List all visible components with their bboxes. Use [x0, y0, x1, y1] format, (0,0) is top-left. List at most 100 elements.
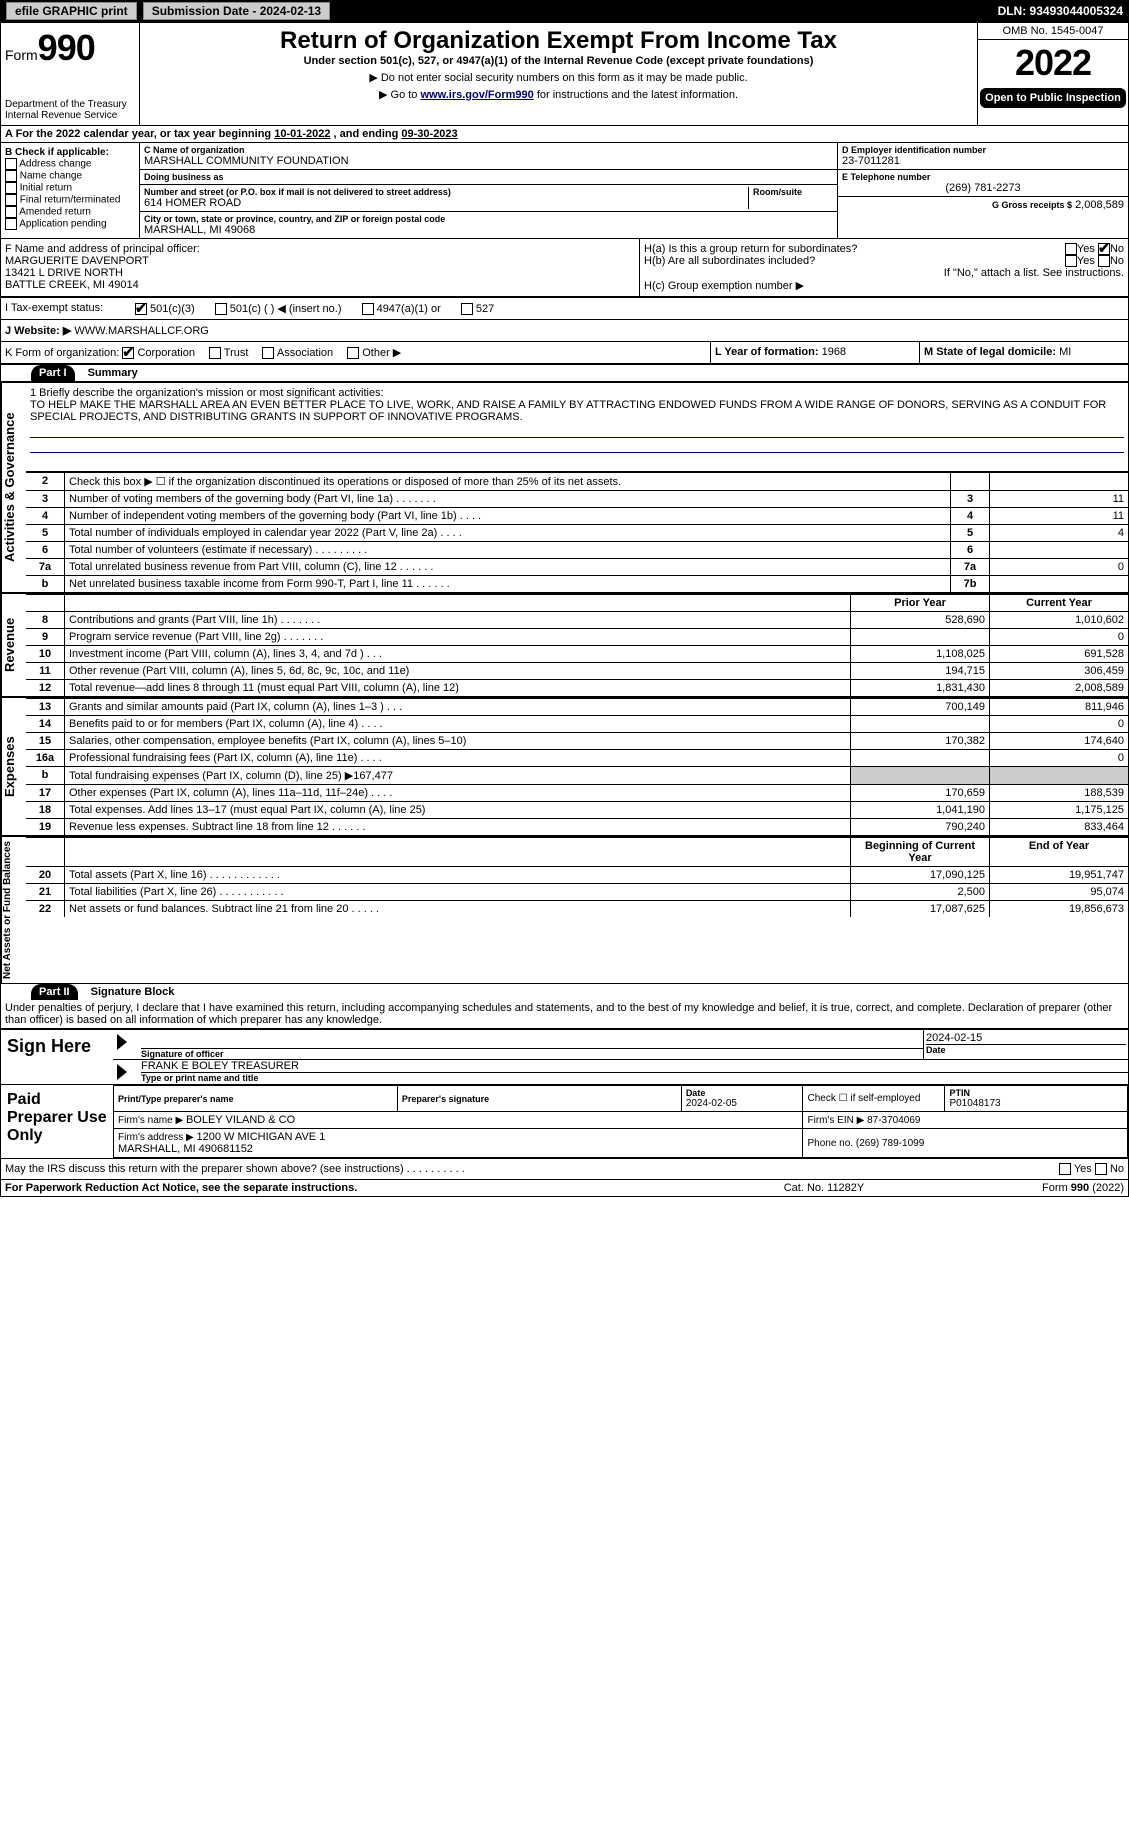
box-b-checkbox[interactable] — [5, 170, 17, 182]
dept-treasury: Department of the Treasury — [5, 99, 135, 110]
hb-yes-checkbox[interactable] — [1065, 255, 1077, 267]
hb-no-checkbox[interactable] — [1098, 255, 1110, 267]
box-b-option: Amended return — [5, 206, 135, 218]
box-l: L Year of formation: 1968 — [710, 342, 919, 363]
irs-link[interactable]: www.irs.gov/Form990 — [420, 89, 533, 101]
box-j: J Website: ▶ WWW.MARSHALLCF.ORG — [1, 320, 1128, 341]
form-org-checkbox[interactable] — [262, 347, 274, 359]
submission-date-button[interactable]: Submission Date - 2024-02-13 — [143, 2, 330, 20]
goto-line: ▶ Go to www.irs.gov/Form990 for instruct… — [144, 88, 973, 101]
form-990: Form990 Department of the Treasury Inter… — [0, 22, 1129, 1197]
form-org-checkbox[interactable] — [347, 347, 359, 359]
discuss-question: May the IRS discuss this return with the… — [5, 1163, 1059, 1175]
table-row: 2Check this box ▶ ☐ if the organization … — [26, 473, 1128, 491]
firm-name: BOLEY VILAND & CO — [186, 1114, 295, 1126]
firm-phone: (269) 789-1099 — [856, 1138, 924, 1149]
revenue-table: Prior YearCurrent Year8Contributions and… — [26, 594, 1128, 696]
form-label: Form — [5, 47, 38, 63]
table-row: 16aProfessional fundraising fees (Part I… — [26, 750, 1128, 767]
form-org-checkbox[interactable] — [209, 347, 221, 359]
printed-name-label: Type or print name and title — [141, 1073, 1128, 1083]
sign-here-block: Sign Here Signature of officer 2024-02-1… — [1, 1029, 1128, 1084]
box-m: M State of legal domicile: MI — [919, 342, 1128, 363]
box-b-checkbox[interactable] — [5, 194, 17, 206]
tax-status-option: 501(c)(3) — [135, 303, 195, 315]
dln-label: DLN: 93493044005324 — [998, 4, 1123, 18]
box-b-option: Address change — [5, 158, 135, 170]
form-org-checkbox[interactable] — [122, 347, 134, 359]
box-c: C Name of organization MARSHALL COMMUNIT… — [140, 143, 837, 238]
dba-label: Doing business as — [144, 172, 833, 182]
street-value: 614 HOMER ROAD — [144, 197, 748, 209]
efile-print-button[interactable]: efile GRAPHIC print — [6, 2, 137, 20]
box-b-checkbox[interactable] — [5, 182, 17, 194]
ha-yes-checkbox[interactable] — [1065, 243, 1077, 255]
city-value: MARSHALL, MI 49068 — [144, 224, 833, 236]
officer-addr1: 13421 L DRIVE NORTH — [5, 267, 635, 279]
expenses-table: 13Grants and similar amounts paid (Part … — [26, 698, 1128, 835]
form-org-option: Trust — [209, 347, 249, 359]
paperwork-notice: For Paperwork Reduction Act Notice, see … — [5, 1182, 724, 1194]
officer-addr2: BATTLE CREEK, MI 49014 — [5, 279, 635, 291]
box-b-option: Final return/terminated — [5, 194, 135, 206]
right-info-col: D Employer identification number 23-7011… — [837, 143, 1128, 238]
footer: For Paperwork Reduction Act Notice, see … — [1, 1179, 1128, 1196]
tax-status-option: 4947(a)(1) or — [362, 303, 441, 315]
table-header-row: Beginning of Current YearEnd of Year — [26, 838, 1128, 867]
sig-officer-label: Signature of officer — [141, 1049, 923, 1059]
table-row: 19Revenue less expenses. Subtract line 1… — [26, 819, 1128, 836]
form-org-option: Other ▶ — [347, 347, 401, 359]
self-employed-check[interactable]: Check ☐ if self-employed — [807, 1093, 920, 1104]
box-k: K Form of organization: Corporation Trus… — [1, 342, 710, 363]
form-subtitle: Under section 501(c), 527, or 4947(a)(1)… — [144, 55, 973, 67]
table-row: 6Total number of volunteers (estimate if… — [26, 542, 1128, 559]
table-row: bNet unrelated business taxable income f… — [26, 576, 1128, 593]
mission-block: 1 Briefly describe the organization's mi… — [26, 383, 1128, 472]
box-h: H(a) Is this a group return for subordin… — [639, 239, 1128, 296]
box-b-checkbox[interactable] — [5, 158, 17, 170]
table-row: 4Number of independent voting members of… — [26, 508, 1128, 525]
ha-no-checkbox[interactable] — [1098, 243, 1110, 255]
mission-prompt: 1 Briefly describe the organization's mi… — [30, 387, 1124, 399]
phone-label: E Telephone number — [842, 172, 1124, 182]
tax-status-checkbox[interactable] — [362, 303, 374, 315]
box-b-checkbox[interactable] — [5, 206, 17, 218]
part-1-header: Part I Summary — [1, 365, 1128, 381]
tax-status-checkbox[interactable] — [215, 303, 227, 315]
tax-status-row: I Tax-exempt status: 501(c)(3) 501(c) ( … — [1, 297, 1128, 320]
tax-status-checkbox[interactable] — [461, 303, 473, 315]
box-b-option: Initial return — [5, 182, 135, 194]
box-b: B Check if applicable: Address change Na… — [1, 143, 140, 238]
tax-status-checkbox[interactable] — [135, 303, 147, 315]
tax-status-option: 527 — [461, 303, 494, 315]
expenses-side-label: Expenses — [1, 698, 26, 835]
form-title: Return of Organization Exempt From Incom… — [144, 27, 973, 55]
penalty-statement: Under penalties of perjury, I declare th… — [1, 1000, 1128, 1029]
table-row: 21Total liabilities (Part X, line 26) . … — [26, 884, 1128, 901]
table-row: 11Other revenue (Part VIII, column (A), … — [26, 663, 1128, 680]
sign-date: 2024-02-15 — [926, 1032, 1126, 1044]
expenses-section: Expenses 13Grants and similar amounts pa… — [1, 696, 1128, 835]
box-b-option: Name change — [5, 170, 135, 182]
box-b-checkbox[interactable] — [5, 218, 17, 230]
hc-label: H(c) Group exemption number ▶ — [644, 279, 1124, 292]
form-number: 990 — [38, 27, 95, 68]
omb-number: OMB No. 1545-0047 — [978, 23, 1128, 40]
year-formation: 1968 — [822, 346, 846, 358]
table-header-row: Prior YearCurrent Year — [26, 595, 1128, 612]
tax-year-end: 09-30-2023 — [401, 128, 457, 140]
mission-text: TO HELP MAKE THE MARSHALL AREA AN EVEN B… — [30, 399, 1124, 423]
sign-date-label: Date — [926, 1045, 1126, 1055]
officer-printed-name: FRANK E BOLEY TREASURER — [141, 1060, 1128, 1072]
arrow-icon — [117, 1064, 127, 1080]
table-row: 5Total number of individuals employed in… — [26, 525, 1128, 542]
box-b-header: B Check if applicable: — [5, 147, 135, 158]
street-label: Number and street (or P.O. box if mail i… — [144, 187, 748, 197]
revenue-side-label: Revenue — [1, 594, 26, 696]
discuss-yes-checkbox[interactable] — [1059, 1163, 1071, 1175]
topbar: efile GRAPHIC print Submission Date - 20… — [0, 0, 1129, 22]
discuss-no-checkbox[interactable] — [1095, 1163, 1107, 1175]
tax-year-begin: 10-01-2022 — [274, 128, 330, 140]
officer-label: F Name and address of principal officer: — [5, 243, 635, 255]
table-row: 20Total assets (Part X, line 16) . . . .… — [26, 867, 1128, 884]
